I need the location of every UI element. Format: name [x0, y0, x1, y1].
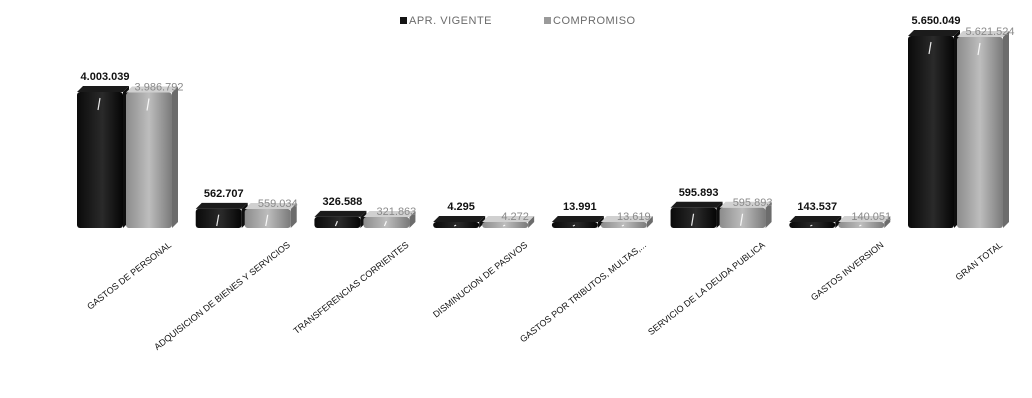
value-label-compromiso-1: 559.034	[258, 198, 298, 210]
legend: APR. VIGENTE COMPROMISO	[400, 15, 636, 27]
value-label-compromiso-0: 3.986.792	[135, 82, 184, 94]
value-label-apr-vigente-4: 13.991	[563, 201, 597, 213]
bar-compromiso-2	[363, 211, 416, 228]
category-label-7: GRAN TOTAL	[954, 240, 1005, 283]
bar-compromiso-6	[838, 216, 891, 228]
bar-compromiso-7	[957, 30, 1009, 229]
legend-swatch-apr-vigente	[400, 17, 407, 24]
value-label-apr-vigente-6: 143.537	[797, 201, 837, 213]
category-label-1: ADQUISICION DE BIENES Y SERVICIOS	[152, 240, 292, 352]
value-label-apr-vigente-2: 326.588	[323, 196, 363, 208]
value-label-compromiso-3: 4.272	[501, 211, 529, 223]
category-label-6: GASTOS INVERSION	[809, 240, 886, 303]
legend-label-compromiso: COMPROMISO	[553, 15, 636, 27]
value-label-compromiso-6: 140.051	[851, 211, 891, 223]
bar-apr-vigente-1	[195, 202, 248, 228]
legend-label-apr-vigente: APR. VIGENTE	[409, 15, 492, 27]
value-label-compromiso-5: 595.893	[733, 197, 773, 209]
bar-compromiso-3	[482, 216, 535, 228]
bars-group	[77, 30, 1009, 229]
value-label-apr-vigente-7: 5.650.049	[912, 15, 961, 27]
bar-apr-vigente-6	[789, 216, 842, 228]
bar-apr-vigente-4	[551, 216, 604, 228]
category-label-3: DISMINUCION DE PASIVOS	[431, 240, 529, 320]
bar-apr-vigente-7	[908, 30, 960, 228]
value-label-compromiso-4: 13.619	[617, 211, 651, 223]
bar-compromiso-5	[719, 201, 772, 228]
category-label-0: GASTOS DE PERSONAL	[85, 240, 173, 312]
category-label-2: TRANSFERENCIAS CORRIENTES	[291, 240, 410, 336]
bar-apr-vigente-5	[670, 201, 723, 228]
bar-compromiso-0	[126, 86, 178, 228]
bar-apr-vigente-3	[433, 216, 486, 228]
bar-apr-vigente-2	[314, 210, 367, 228]
bar-compromiso-1	[244, 203, 297, 228]
value-label-apr-vigente-0: 4.003.039	[81, 71, 130, 83]
value-labels-group: 4.003.039 3.986.792 562.707 559.034 326.588 3…	[81, 15, 1015, 223]
category-label-4: GASTOS POR TRIBUTOS, MULTAS,...	[518, 240, 648, 345]
value-label-apr-vigente-1: 562.707	[204, 188, 244, 200]
value-label-apr-vigente-5: 595.893	[679, 187, 719, 199]
value-label-compromiso-7: 5.621.524	[966, 26, 1015, 38]
bar-compromiso-4	[600, 216, 653, 228]
category-label-5: SERVICIO DE LA DEUDA PUBLICA	[646, 240, 767, 337]
value-label-apr-vigente-3: 4.295	[447, 201, 475, 213]
value-label-compromiso-2: 321.863	[377, 206, 417, 218]
legend-swatch-compromiso	[544, 17, 551, 24]
bar-apr-vigente-0	[77, 85, 129, 228]
